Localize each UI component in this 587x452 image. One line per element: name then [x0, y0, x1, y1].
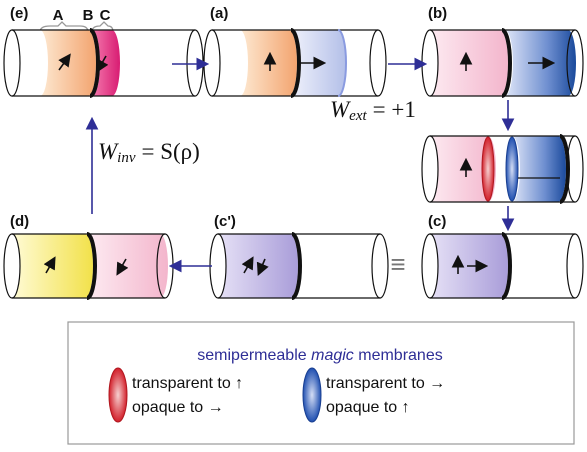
region — [512, 136, 566, 202]
legend-box — [67, 321, 575, 445]
segment-label: A — [53, 7, 64, 24]
spin-arrow — [116, 258, 129, 276]
region — [240, 30, 297, 96]
wall — [501, 28, 512, 98]
eq-symbol: W — [98, 139, 119, 164]
wall — [290, 28, 301, 98]
red-membrane — [108, 367, 128, 423]
red-membrane — [481, 136, 495, 202]
legend-text: opaque to → — [132, 399, 224, 416]
spin-arrow — [58, 53, 71, 71]
spin-arrow — [43, 256, 56, 274]
cylinder-end — [217, 233, 227, 299]
legend-text: transparent to ↑ — [132, 375, 243, 392]
panel-label: (e) — [10, 5, 28, 22]
region — [430, 30, 508, 96]
cylinder-end — [566, 233, 584, 299]
segment-label: C — [100, 7, 111, 24]
region — [40, 30, 96, 96]
wall — [559, 134, 570, 204]
cylinder-outline — [218, 233, 380, 299]
cylinder-end — [429, 29, 439, 97]
wall — [291, 232, 302, 300]
cylinder-outline — [430, 135, 575, 203]
region — [12, 234, 93, 298]
eq-subscript: ext — [349, 108, 367, 124]
cylinder-end — [429, 233, 439, 299]
panel-label: (a) — [210, 5, 228, 22]
cylinder-end — [11, 29, 21, 97]
region-edge — [337, 29, 347, 97]
blue-membrane — [302, 367, 322, 423]
segment-label: B — [83, 7, 94, 24]
panel-label: (c') — [214, 213, 236, 230]
panel-label: (c) — [428, 213, 446, 230]
brace — [39, 21, 114, 33]
cylinder-end — [11, 233, 21, 299]
legend-title-part: semipermeable — [197, 347, 306, 364]
panel-label: (d) — [10, 213, 29, 230]
cylinders — [3, 28, 584, 300]
equivalence: ≡ — [390, 249, 405, 279]
wall — [86, 232, 97, 300]
legend-title-part: magic — [311, 347, 354, 364]
region — [89, 234, 168, 298]
spin-arrow — [96, 55, 109, 73]
eq-symbol: W — [330, 97, 351, 122]
legend-text: opaque to ↑ — [326, 399, 410, 416]
cylinder-end — [429, 135, 439, 203]
legend-text: transparent to → — [326, 375, 445, 392]
eq-subscript: inv — [117, 150, 136, 166]
equation: Wext = +1 — [330, 97, 416, 124]
spin-arrow — [241, 256, 254, 274]
eq-rhs: = S(ρ) — [142, 139, 200, 164]
cylinder-end — [371, 233, 389, 299]
blue-membrane — [505, 136, 519, 202]
cylinder-end — [211, 29, 221, 97]
region — [218, 234, 298, 298]
equation: Winv = S(ρ) — [98, 139, 200, 166]
spin-arrow — [256, 258, 269, 276]
wall — [501, 232, 512, 300]
cylinder-outline — [212, 29, 378, 97]
legend-title-part: membranes — [358, 347, 442, 364]
cylinder-end — [369, 29, 387, 97]
eq-rhs: = +1 — [373, 97, 416, 122]
legend-title: semipermeable magic membranes — [197, 347, 442, 364]
cylinder-outline — [12, 29, 195, 97]
panel-label: (b) — [428, 5, 447, 22]
cylinder-end — [566, 29, 584, 97]
